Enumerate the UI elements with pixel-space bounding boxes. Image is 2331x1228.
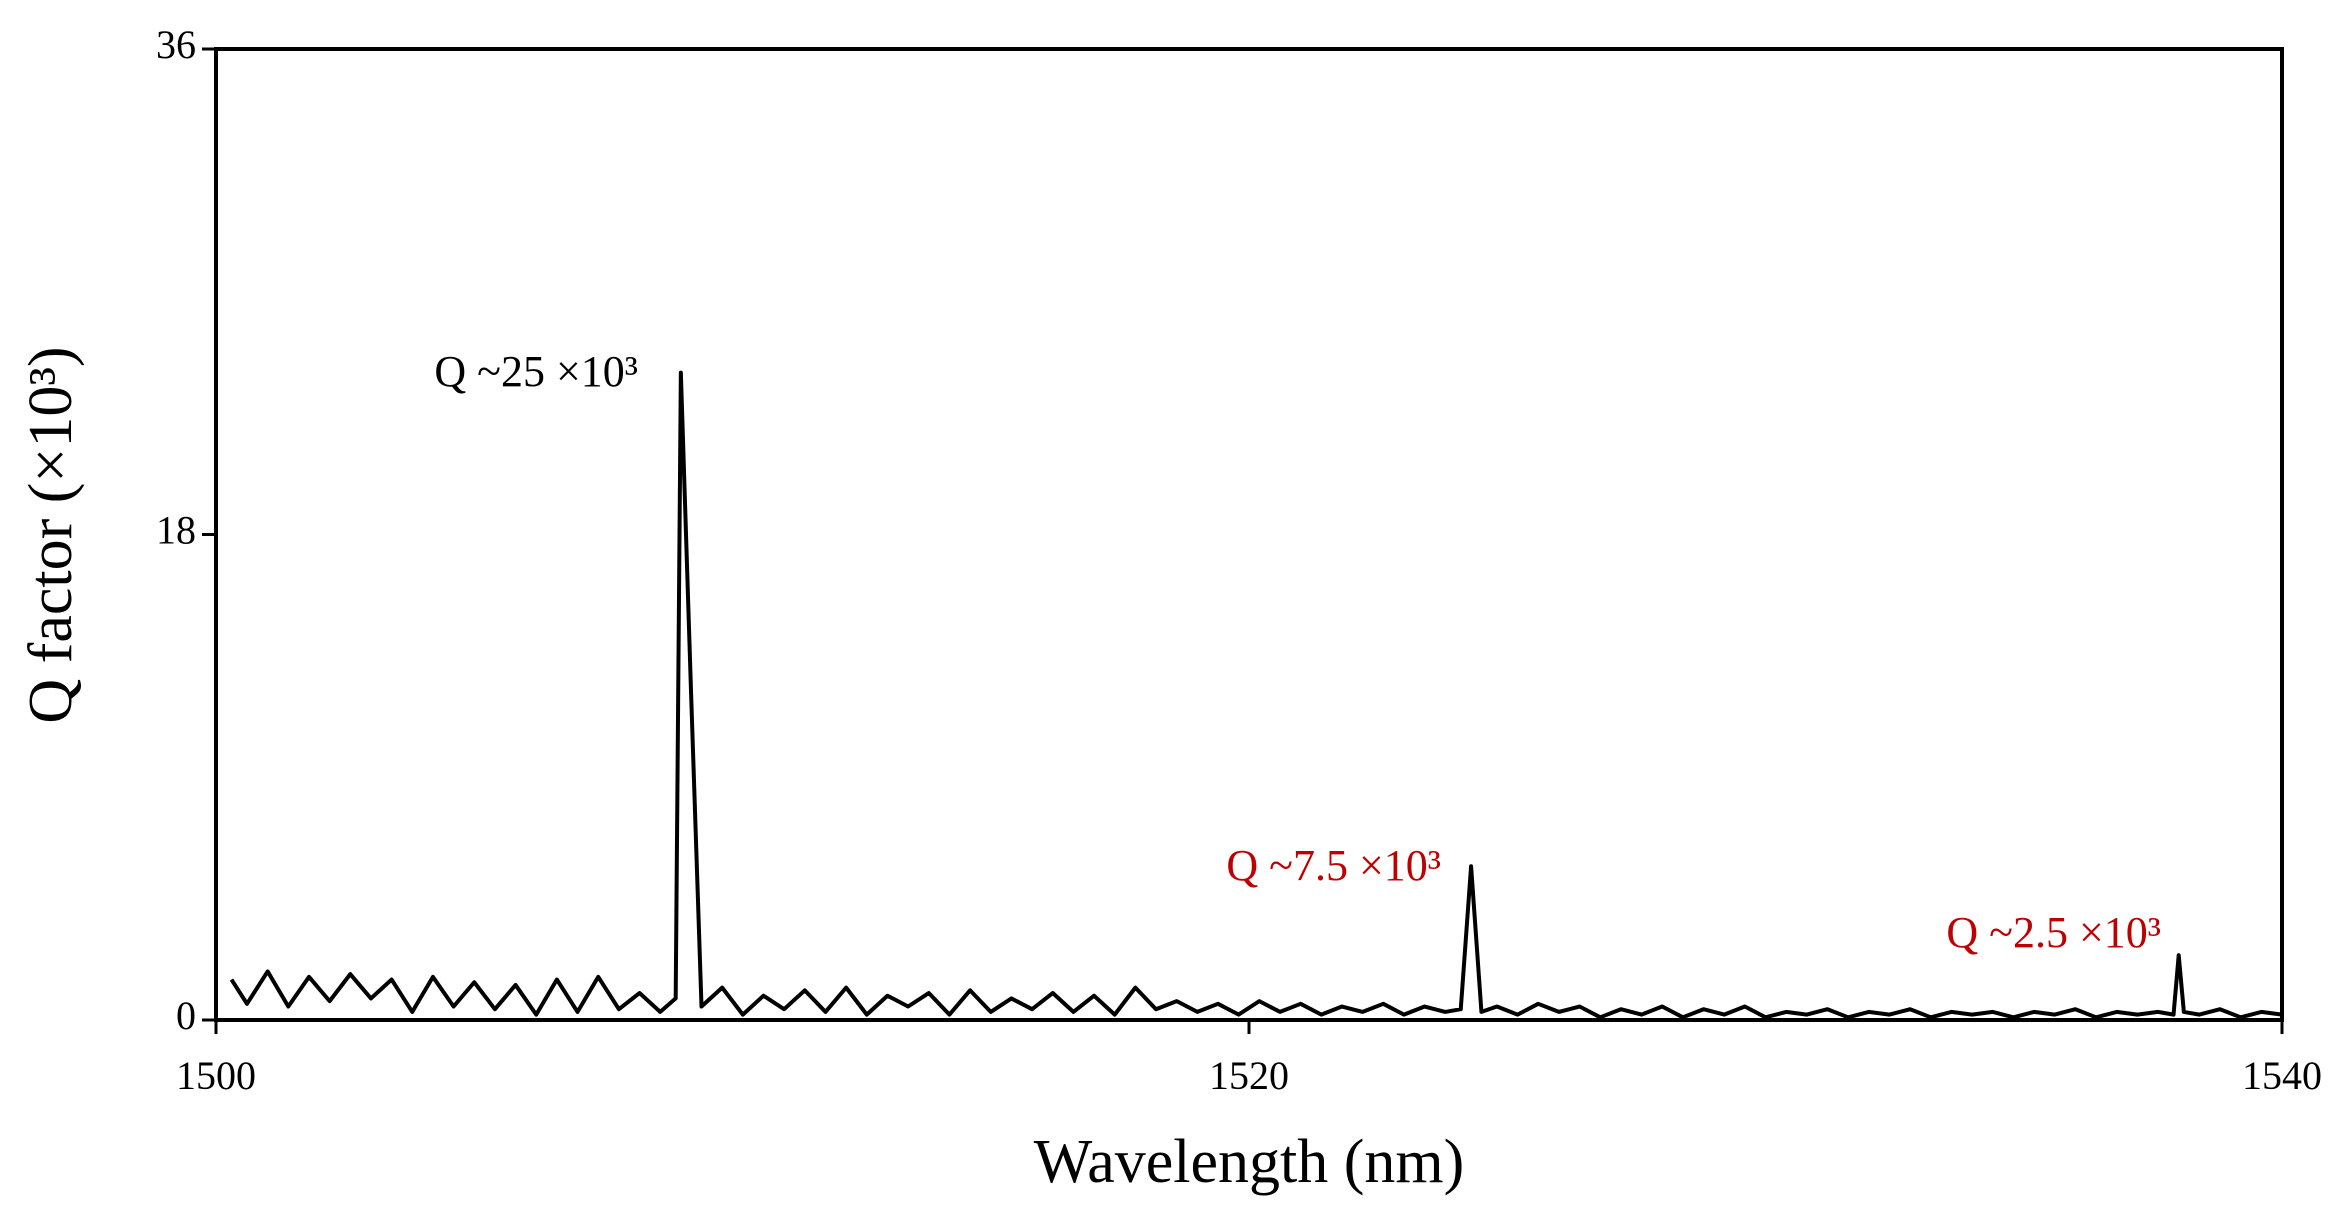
x-tick-label: 1540: [2242, 1053, 2322, 1098]
y-axis-title: Q factor (×10³): [17, 346, 85, 723]
annotation: Q ~25 ×10³: [434, 347, 638, 396]
y-tick-label: 18: [156, 508, 196, 553]
x-tick-label: 1520: [1209, 1053, 1289, 1098]
x-tick-label: 1500: [176, 1053, 256, 1098]
y-tick-label: 0: [176, 993, 196, 1038]
annotation: Q ~7.5 ×10³: [1226, 841, 1441, 890]
y-tick-label: 36: [156, 22, 196, 67]
x-axis-title: Wavelength (nm): [1034, 1128, 1465, 1196]
data-line: [229, 370, 2283, 1020]
annotation: Q ~2.5 ×10³: [1946, 908, 2161, 957]
plot-frame: [214, 47, 2284, 1022]
